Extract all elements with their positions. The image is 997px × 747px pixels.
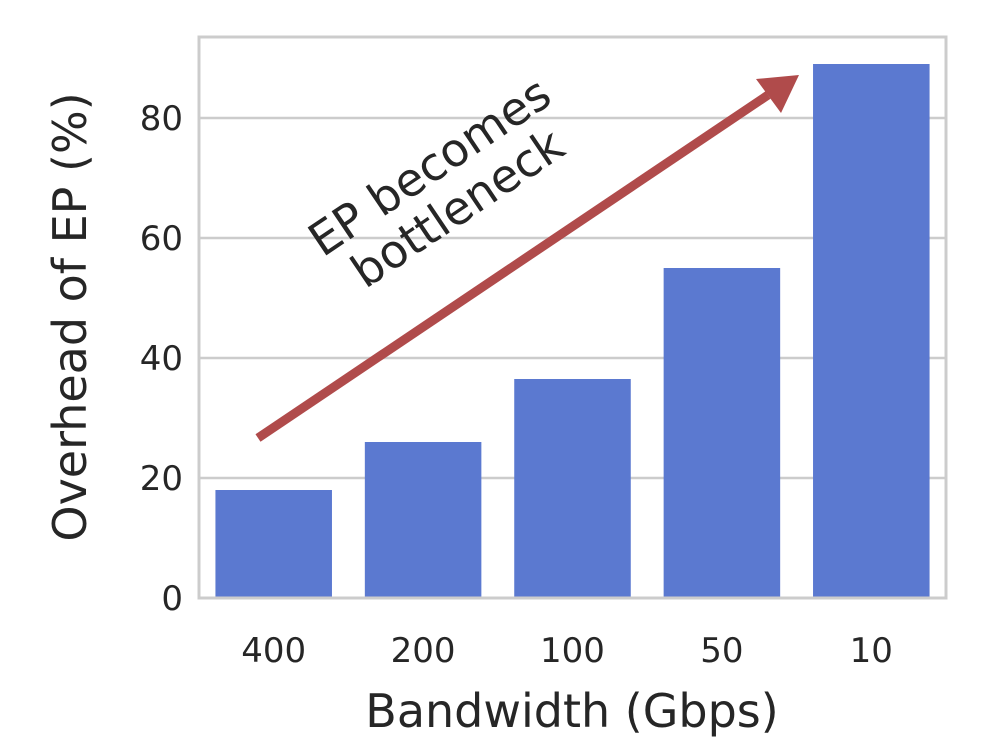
bar-100 — [514, 379, 631, 598]
x-tick-label: 400 — [241, 631, 306, 671]
x-tick-label: 200 — [391, 631, 456, 671]
y-tick-label: 20 — [140, 459, 183, 499]
bar-10 — [813, 64, 930, 598]
y-tick-label: 0 — [161, 579, 183, 619]
bars — [215, 64, 930, 598]
trend-arrow-head — [756, 75, 799, 113]
x-tick-label: 50 — [700, 631, 743, 671]
annotation: EP becomes bottleneck — [299, 66, 574, 299]
trend-arrow — [255, 75, 799, 442]
bar-200 — [364, 442, 482, 598]
x-axis-label: Bandwidth (Gbps) — [365, 684, 778, 738]
bar-400 — [215, 490, 332, 598]
x-tick-labels: 400 200 100 50 10 — [241, 631, 893, 671]
trend-arrow-shaft — [255, 91, 771, 442]
plot-frame — [197, 35, 948, 600]
x-tick-label: 10 — [850, 631, 893, 671]
y-tick-label: 40 — [140, 339, 183, 379]
y-tick-labels: 0 20 40 60 80 — [140, 99, 183, 619]
y-tick-label: 80 — [140, 99, 183, 139]
x-tick-label: 100 — [540, 631, 605, 671]
y-axis-label: Overhead of EP (%) — [43, 92, 97, 541]
bar-50 — [663, 268, 781, 598]
y-tick-label: 60 — [140, 219, 183, 259]
